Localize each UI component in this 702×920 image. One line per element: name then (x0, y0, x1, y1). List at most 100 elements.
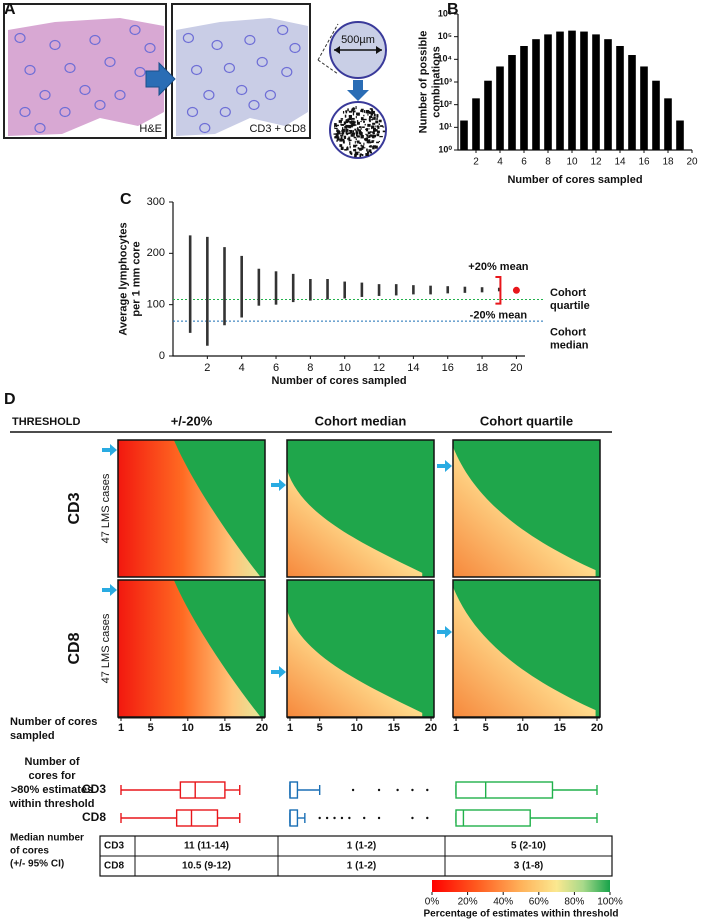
speckle (355, 138, 357, 140)
speckle (376, 130, 380, 134)
heatmap-region (453, 446, 596, 577)
speckle (344, 125, 346, 129)
speckle (359, 153, 362, 156)
speckle (361, 154, 364, 157)
core-circle (203, 89, 215, 101)
speckle (368, 128, 370, 130)
speckle (371, 140, 374, 143)
speckle (381, 125, 383, 127)
speckle (336, 129, 339, 133)
table-cell: 1 (1-2) (347, 841, 376, 852)
core-circle (277, 24, 289, 36)
speckle (371, 140, 375, 142)
speckle (363, 114, 365, 117)
speckle (368, 149, 372, 153)
speckle (348, 136, 351, 138)
x-tick-label: 8 (545, 157, 551, 168)
threshold-title: Cohort quartile (480, 413, 573, 428)
speckle (355, 116, 357, 119)
speckle (374, 129, 378, 132)
bar (472, 98, 480, 150)
speckle (376, 118, 378, 120)
panel-a: 500µm H&E CD3 + CD8 (3, 3, 387, 159)
speckle (382, 126, 385, 128)
speckle (343, 135, 347, 139)
speckle (345, 126, 348, 129)
colorbar-label: 80% (564, 897, 584, 908)
speckle (369, 116, 373, 119)
speckle (361, 145, 365, 149)
x-tick-label: 10 (351, 722, 363, 734)
speckle (374, 127, 376, 132)
speckle (347, 137, 351, 139)
speckle (350, 139, 352, 142)
core-circle (199, 122, 211, 134)
speckle (349, 141, 351, 146)
speckle (353, 144, 357, 148)
core-circle (79, 84, 91, 96)
x-tick-label: 20 (686, 157, 698, 168)
speckle (334, 127, 338, 130)
y-tick-label: 10² (439, 99, 452, 109)
x-tick-label: 4 (239, 362, 245, 374)
table-title: of cores (10, 846, 49, 857)
box-label: cores for (28, 770, 76, 782)
bracket (495, 275, 502, 305)
speckle (363, 120, 365, 123)
speckle (372, 122, 376, 125)
speckle (356, 142, 360, 144)
speckle (349, 130, 353, 134)
speckle (348, 124, 352, 129)
core-circle (24, 64, 36, 76)
speckle (365, 137, 369, 142)
speckle (372, 145, 375, 150)
y-tick-label: 10⁶ (438, 8, 452, 18)
outlier (377, 816, 381, 820)
table-cell: 10.5 (9-12) (182, 861, 231, 872)
core-circle (211, 39, 223, 51)
x-tick-label: 20 (425, 722, 437, 734)
core-circle (104, 56, 116, 68)
core-circle (182, 32, 194, 44)
speckle (354, 154, 357, 156)
box (175, 809, 219, 827)
table-title: Median number (10, 833, 84, 844)
speckle (373, 117, 376, 120)
speckle (344, 114, 347, 118)
speckle (352, 132, 354, 137)
speckle (357, 127, 359, 129)
speckle (367, 134, 369, 137)
table-cell: 5 (2-10) (511, 841, 546, 852)
speckle (368, 141, 372, 144)
bar (508, 55, 516, 150)
y-tick-label: 100 (147, 299, 165, 311)
x-tick-label: 15 (388, 722, 400, 734)
speckle (351, 108, 356, 110)
speckle (335, 133, 339, 137)
speckle (371, 110, 375, 114)
speckle (334, 136, 338, 138)
speckle (369, 108, 373, 110)
speckle (352, 112, 355, 116)
outlier (325, 816, 329, 820)
outlier (377, 788, 381, 792)
colorbar-label: 100% (597, 897, 623, 908)
panel-label: A (4, 1, 16, 18)
core-circle (34, 122, 46, 134)
speckle (345, 129, 349, 132)
core-circle (223, 62, 235, 74)
speckle (335, 137, 339, 139)
image-label: H&E (139, 123, 162, 135)
speckle (367, 131, 371, 135)
box (455, 781, 554, 799)
heatmap-region (287, 470, 423, 577)
x-tick-label: 1 (453, 722, 459, 734)
x-tick-label: 10 (182, 722, 194, 734)
speckle (348, 110, 353, 113)
box (289, 809, 299, 827)
arrow (102, 584, 117, 596)
axis-title: combinations (430, 46, 442, 118)
speckle (351, 109, 354, 112)
speckle (360, 144, 362, 147)
